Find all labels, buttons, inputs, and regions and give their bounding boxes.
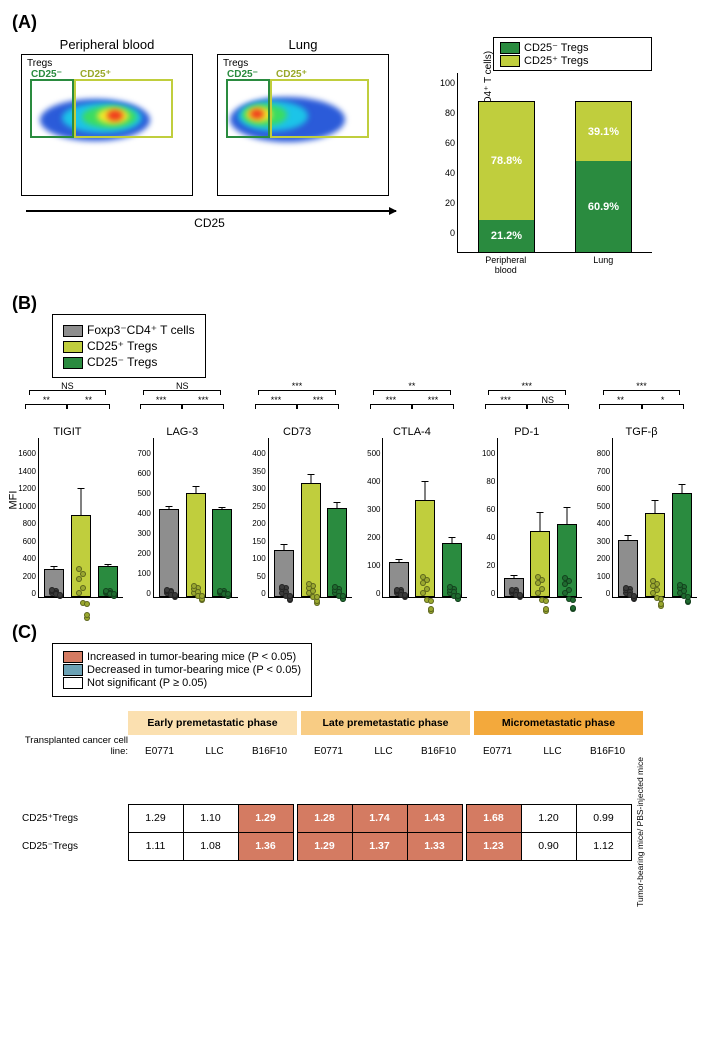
stacked-bar-container: CD25⁻ Tregs CD25⁺ Tregs % of Tregs (Foxp… xyxy=(417,37,652,275)
mfi-bar xyxy=(44,569,64,597)
panel-a-row: Peripheral blood Tregs CD25⁻ CD25⁺ Lung xyxy=(12,37,697,275)
mfi-chart-pd-1: ******NSPD-1020406080100 xyxy=(471,390,582,598)
mfi-bar xyxy=(557,524,577,597)
grid-cell: 1.29 xyxy=(128,804,184,833)
mfi-bar xyxy=(618,540,638,597)
stacked-legend: CD25⁻ Tregs CD25⁺ Tregs xyxy=(493,37,652,71)
mfi-bar xyxy=(672,493,692,597)
phase-header: Micrometastatic phase xyxy=(474,711,643,735)
panel-c-legend: Increased in tumor-bearing mice (P < 0.0… xyxy=(52,643,312,697)
flow-pb: Peripheral blood Tregs CD25⁻ CD25⁺ xyxy=(12,37,202,202)
grid-cell: 1.43 xyxy=(407,804,463,833)
mfi-bar xyxy=(301,483,321,597)
phase-header: Late premetastatic phase xyxy=(301,711,470,735)
grid-cell: 1.33 xyxy=(407,832,463,861)
mfi-bar xyxy=(159,509,179,597)
grid-cell: 1.29 xyxy=(297,832,353,861)
grid-cell: 1.28 xyxy=(297,804,353,833)
mfi-bar xyxy=(530,531,550,597)
grid-cell: 1.68 xyxy=(466,804,522,833)
cd25-axis-label: CD25 xyxy=(194,216,225,230)
panel-b-label: (B) xyxy=(12,293,697,314)
mfi-chart-ctla-4: ********CTLA-40100200300400500 xyxy=(356,390,467,598)
mfi-chart-lag-3: NS******LAG-30100200300400500600700 xyxy=(127,390,238,598)
grid-cell: 1.29 xyxy=(238,804,294,833)
mfi-bar xyxy=(442,543,462,597)
grid-cell: 1.08 xyxy=(183,832,239,861)
mfi-bar xyxy=(98,566,118,597)
mfi-bar xyxy=(274,550,294,597)
mfi-bar xyxy=(71,515,91,598)
grid-cell: 1.37 xyxy=(352,832,408,861)
grid-cell: 1.36 xyxy=(238,832,294,861)
stacked-bar: 39.1%60.9% xyxy=(575,101,632,252)
mfi-bar xyxy=(389,562,409,597)
grid-cell: 1.10 xyxy=(183,804,239,833)
mfi-bar xyxy=(327,508,347,597)
stacked-bar: 78.8%21.2% xyxy=(478,101,535,252)
grid-cell: 1.11 xyxy=(128,832,184,861)
panel-a-label: (A) xyxy=(12,12,697,33)
mfi-chart-cd73: *********CD73050100150200250300350400 xyxy=(242,390,353,598)
grid-cell: 0.90 xyxy=(521,832,577,861)
mfi-bar xyxy=(645,513,665,597)
grid-cell: 1.12 xyxy=(576,832,632,861)
flow-lung: Lung Tregs CD25⁻ CD25⁺ xyxy=(208,37,398,202)
grid-cell: 1.74 xyxy=(352,804,408,833)
mfi-bar xyxy=(415,500,435,597)
mfi-bar xyxy=(212,509,232,597)
mfi-bar xyxy=(504,578,524,597)
mfi-chart-tigit: NS****TIGIT02004006008001000120014001600 xyxy=(12,390,123,598)
grid-cell: 1.23 xyxy=(466,832,522,861)
phase-header: Early premetastatic phase xyxy=(128,711,297,735)
mfi-bar xyxy=(186,493,206,597)
panel-c-label: (C) xyxy=(12,622,697,643)
mfi-chart-tgf-β: ******TGF-β0100200300400500600700800 xyxy=(586,390,697,598)
grid-cell: 0.99 xyxy=(576,804,632,833)
panel-b-legend: Foxp3⁻CD4⁺ T cells CD25⁺ Tregs CD25⁻ Tre… xyxy=(52,314,206,378)
grid-cell: 1.20 xyxy=(521,804,577,833)
